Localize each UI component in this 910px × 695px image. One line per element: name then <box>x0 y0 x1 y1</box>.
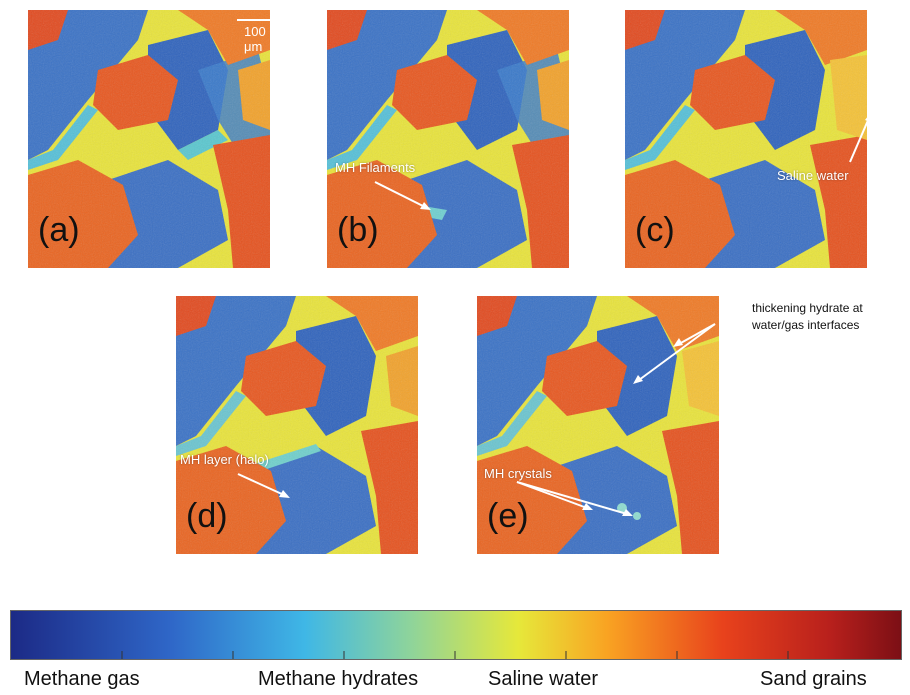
side-annotation-line-2: water/gas interfaces <box>752 318 860 332</box>
colorbar-label-saline-water: Saline water <box>488 668 599 690</box>
side-annotation: thickening hydrate at water/gas interfac… <box>752 300 863 334</box>
micrograph-image <box>28 10 270 268</box>
scale-bar <box>237 19 270 21</box>
micrograph-image <box>176 296 418 554</box>
panel-label: (e) <box>487 497 529 535</box>
panel-b: MH Filaments (b) <box>327 10 569 268</box>
annotation-saline-water: Saline water <box>777 168 849 183</box>
micrograph-image <box>625 10 867 268</box>
annotation-mh-filaments: MH Filaments <box>335 160 416 175</box>
micrograph-image <box>327 10 569 268</box>
side-annotation-line-1: thickening hydrate at <box>752 301 863 315</box>
panel-label: (b) <box>337 211 379 249</box>
panel-label: (a) <box>38 211 80 249</box>
colorbar-label-sand-grains: Sand grains <box>760 668 867 690</box>
panel-label: (c) <box>635 211 675 249</box>
scale-bar-label: 100 μm <box>244 24 266 54</box>
panel-a: 100 μm (a) <box>28 10 270 268</box>
panel-e: MH crystals (e) <box>477 296 719 554</box>
panel-label: (d) <box>186 497 228 535</box>
annotation-mh-crystals: MH crystals <box>484 466 552 481</box>
annotation-mh-layer: MH layer (halo) <box>180 452 269 467</box>
colorbar-gradient <box>11 611 901 659</box>
colorbar <box>10 610 902 660</box>
colorbar-label-methane-hydrates: Methane hydrates <box>258 668 419 690</box>
panel-c: Saline water (c) <box>625 10 867 268</box>
colorbar-label-methane-gas: Methane gas <box>24 668 140 690</box>
panel-d: MH layer (halo) (d) <box>176 296 418 554</box>
